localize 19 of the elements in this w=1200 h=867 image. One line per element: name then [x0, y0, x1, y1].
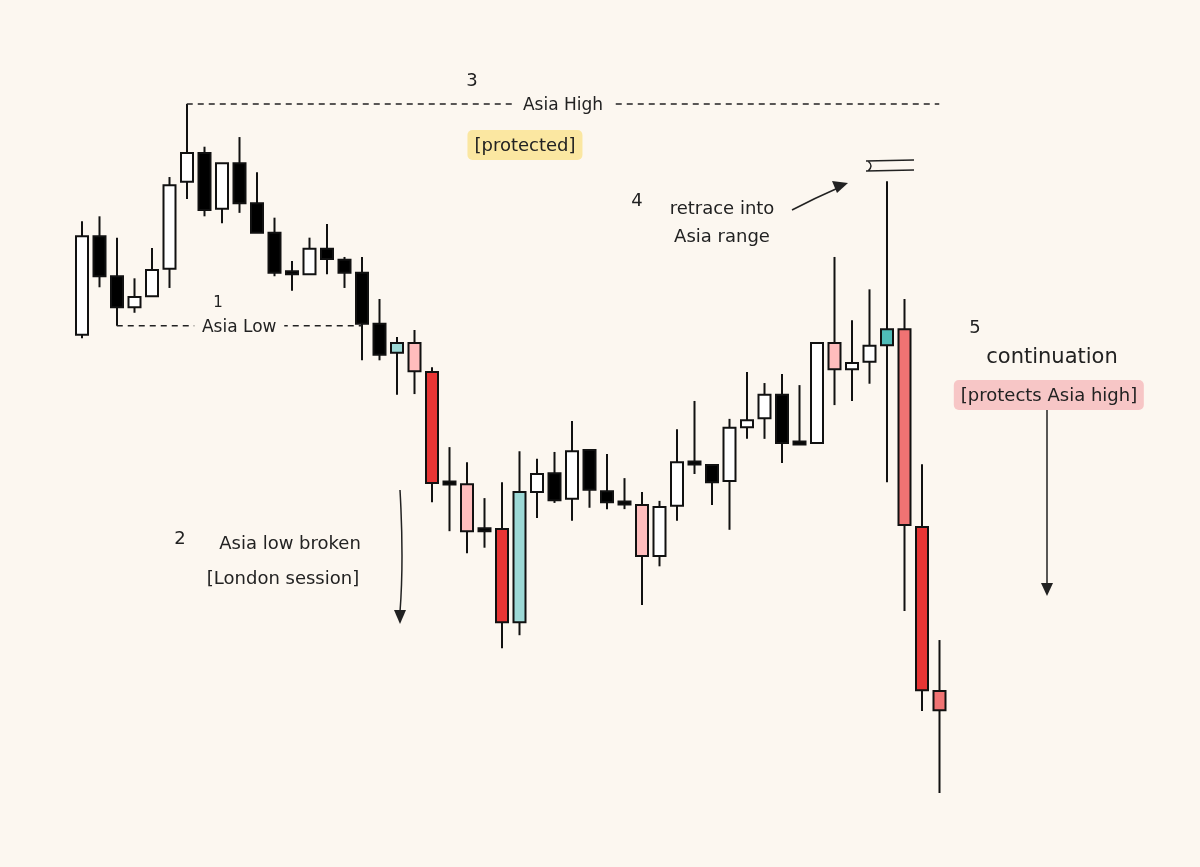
candlestick — [477, 498, 492, 548]
annotation: retrace into Asia range — [668, 196, 776, 248]
candlestick — [687, 400, 702, 474]
annotation: 2 — [174, 526, 186, 550]
candlestick — [810, 342, 824, 444]
annotation: 1 — [213, 292, 223, 313]
ref-line-label: Asia High — [522, 94, 604, 114]
annotation: Asia low broken — [219, 531, 361, 555]
candlestick — [880, 181, 894, 483]
ref-line-label: Asia Low — [201, 315, 277, 336]
annotation: [protected] — [467, 130, 583, 160]
text: 3 — [466, 68, 478, 92]
text: continuation — [986, 343, 1118, 370]
annotation: [London session] — [206, 566, 360, 590]
text: 5 — [969, 315, 981, 339]
candlestick — [442, 447, 457, 532]
annotation: 4 — [631, 188, 643, 212]
text: [protects Asia high] — [953, 380, 1145, 410]
candlestick — [845, 320, 859, 401]
